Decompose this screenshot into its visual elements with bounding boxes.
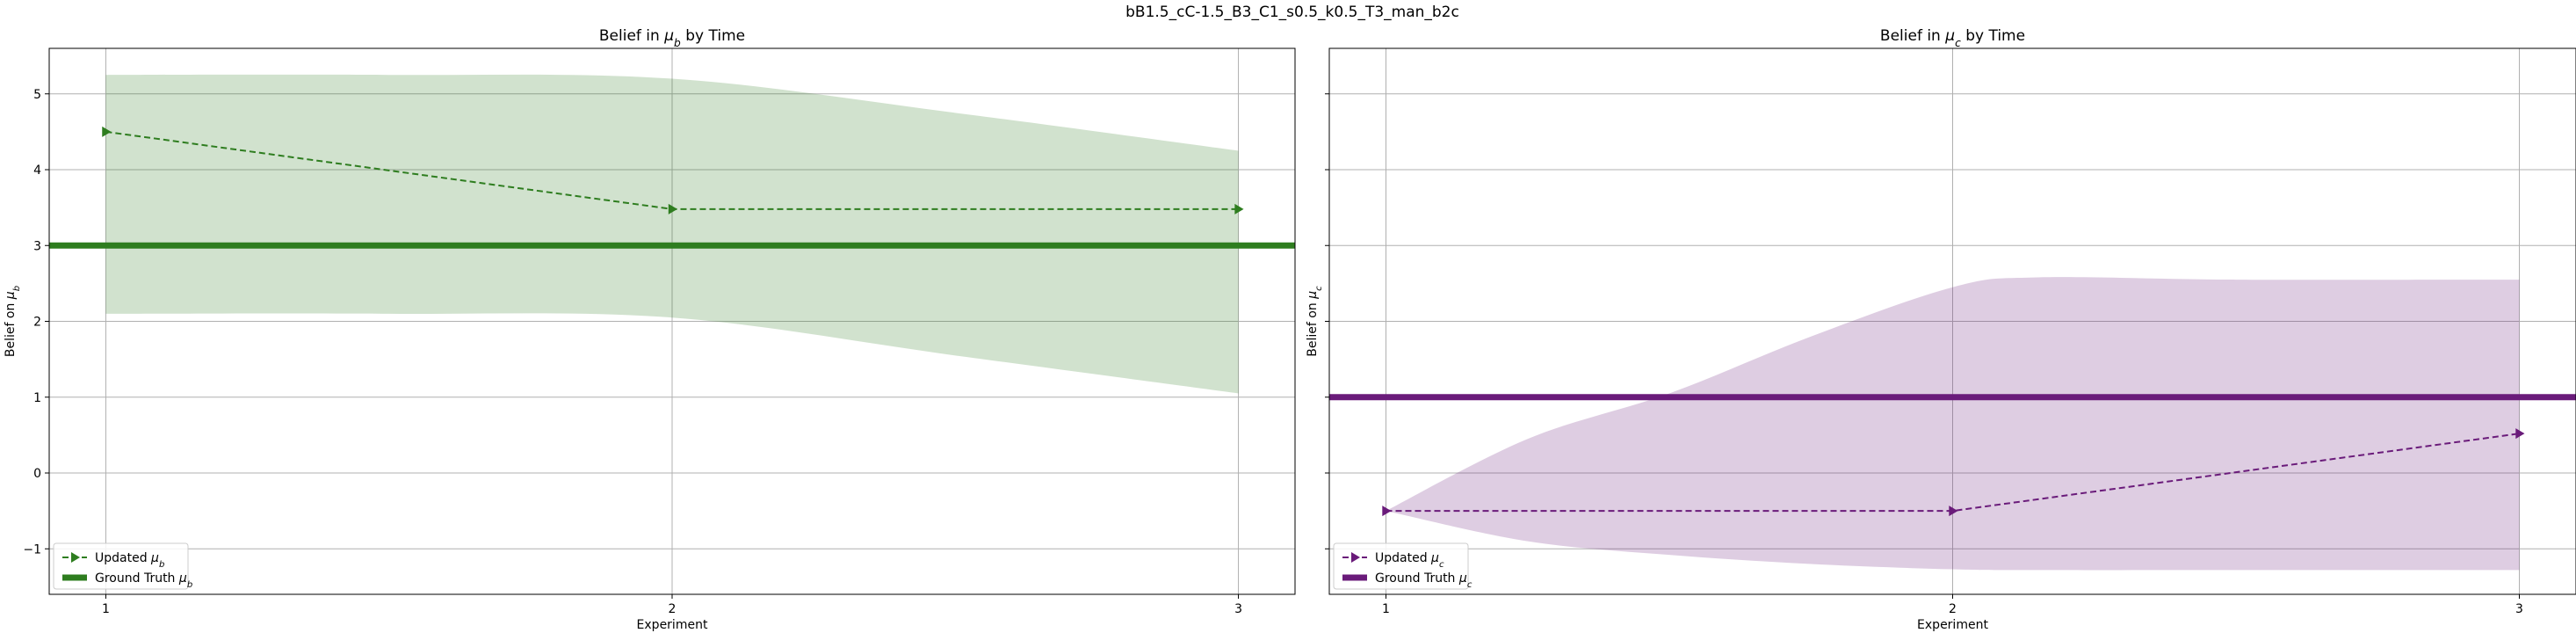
plots-container: Belief in μb by Time −1 0 1 2 3 4 5 1 2 3 Experimen… xyxy=(4,27,2576,632)
x-tick-label: 2 xyxy=(669,602,677,616)
x-tick-label: 3 xyxy=(1234,602,1242,616)
legend-marker-updated xyxy=(1351,552,1360,563)
subplot-2: Belief in μc by Time 1 2 3 Experiment Belief … xyxy=(1306,27,2576,632)
x-axis-label: Experiment xyxy=(1917,618,1988,632)
y-tick-label: 4 xyxy=(33,164,41,178)
data-point xyxy=(102,126,112,137)
x-tick-label: 2 xyxy=(1949,602,1957,616)
subplot-title: Belief in μc by Time xyxy=(1880,27,2025,49)
data-point xyxy=(2515,428,2525,440)
y-tick-label: 0 xyxy=(33,467,41,481)
x-tick-label: 1 xyxy=(1382,602,1390,616)
confidence-band xyxy=(105,74,1239,394)
y-axis-label: Belief on μb xyxy=(4,286,22,357)
y-axis-label: Belief on μc xyxy=(1306,286,1324,357)
legend-label-ground-truth: Ground Truth μc xyxy=(1375,571,1473,590)
data-point xyxy=(1234,203,1244,215)
data-point xyxy=(1382,506,1392,517)
y-tick-label: 5 xyxy=(33,88,41,102)
x-tick-label: 3 xyxy=(2515,602,2523,616)
figure-suptitle: bB1.5_cC-1.5_B3_C1_s0.5_k0.5_T3_man_b2c xyxy=(1125,4,1459,21)
y-tick-label: 1 xyxy=(33,391,41,405)
subplot-title: Belief in μb by Time xyxy=(599,27,745,49)
legend-label-updated: Updated μc xyxy=(1375,551,1444,570)
legend-marker-updated xyxy=(71,552,80,563)
legend-label-updated: Updated μb xyxy=(95,551,164,570)
legend-label-ground-truth: Ground Truth μb xyxy=(95,571,192,590)
y-tick-label: −1 xyxy=(23,542,41,557)
subplot-1: Belief in μb by Time −1 0 1 2 3 4 5 1 2 3 Experimen… xyxy=(4,27,1296,632)
data-point xyxy=(668,203,677,215)
legend-box xyxy=(53,542,189,590)
data-point xyxy=(1949,506,1958,517)
x-tick-label: 1 xyxy=(102,602,110,616)
legend-box xyxy=(1333,542,1469,590)
x-axis-label: Experiment xyxy=(637,618,708,632)
confidence-band xyxy=(1386,277,2520,571)
y-tick-label: 3 xyxy=(33,239,41,253)
y-tick-label: 2 xyxy=(33,316,41,330)
